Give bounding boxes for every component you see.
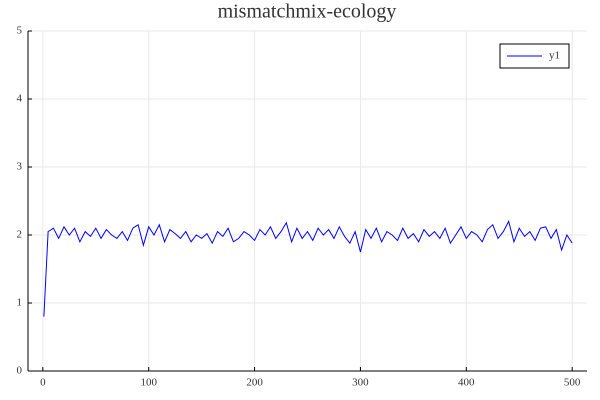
- chart-title: mismatchmix-ecology: [218, 1, 397, 23]
- x-tick-label: 100: [140, 377, 157, 389]
- x-tick-label: 200: [246, 377, 263, 389]
- y-tick-label: 1: [17, 297, 23, 309]
- y-tick-label: 0: [17, 365, 23, 377]
- x-tick-label: 0: [40, 377, 46, 389]
- x-tick-label: 300: [352, 377, 369, 389]
- data-line: [43, 220, 573, 317]
- legend-label: y1: [549, 50, 560, 62]
- x-tick-label: 400: [458, 377, 475, 389]
- y-tick-label: 5: [17, 25, 23, 37]
- y-tick-label: 3: [17, 161, 23, 173]
- y-tick-label: 2: [17, 229, 23, 241]
- y-tick-label: 4: [17, 93, 23, 105]
- x-tick-label: 500: [564, 377, 581, 389]
